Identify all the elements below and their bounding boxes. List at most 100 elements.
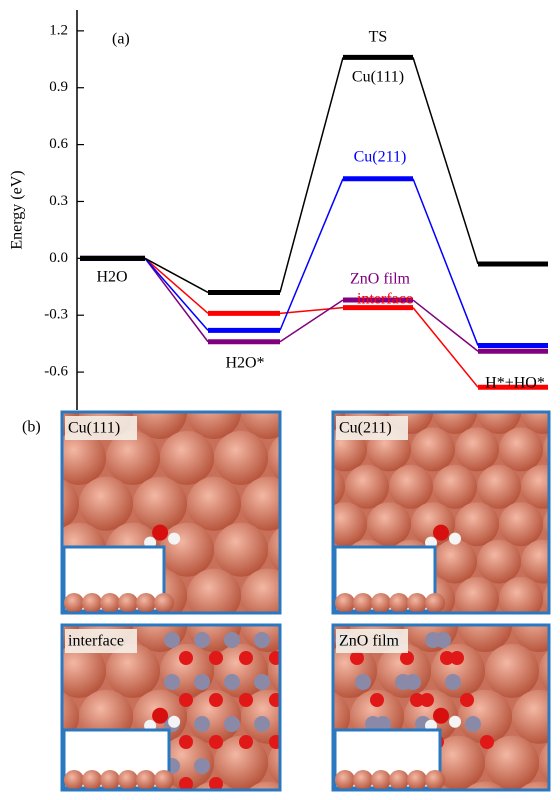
atom [160, 523, 214, 577]
atom [371, 593, 391, 613]
zn-atom [194, 674, 210, 690]
figure: (a) Energy (eV) (b) Cu(111)Cu(211)interf… [0, 0, 560, 795]
panel-title: Cu(211) [339, 420, 392, 437]
atom [187, 477, 241, 531]
zn-atom [425, 632, 441, 648]
atom [477, 540, 521, 584]
atom [485, 644, 539, 698]
y-tick-label: 0.3 [49, 193, 68, 209]
atom [118, 593, 138, 613]
connector [145, 258, 208, 313]
o-atom [239, 693, 253, 707]
atom [118, 770, 138, 790]
zn-atom [194, 632, 210, 648]
connector [413, 57, 478, 264]
y-tick-label: -0.6 [44, 364, 68, 380]
atom [345, 465, 389, 509]
atom [214, 431, 268, 485]
y-tick-label: 0.0 [49, 250, 68, 266]
o-atom [239, 651, 253, 665]
o-atom [239, 735, 253, 749]
h-atom [168, 716, 180, 728]
panel-label: (b) [22, 419, 41, 436]
atom [100, 593, 120, 613]
y-tick-label: 1.2 [49, 22, 68, 38]
atom [371, 770, 391, 790]
atom [154, 770, 174, 790]
zn-atom [164, 632, 180, 648]
atom [268, 431, 322, 485]
connector [145, 258, 208, 292]
zn-atom [465, 716, 481, 732]
atom [389, 465, 433, 509]
state-label: TS [369, 29, 388, 46]
o-atom [209, 693, 223, 707]
zn-atom [224, 716, 240, 732]
o-atom [370, 693, 384, 707]
atom [499, 502, 543, 546]
y-axis-label: Energy (eV) [9, 170, 26, 249]
atom [425, 770, 445, 790]
zn-atom [254, 716, 270, 732]
o-atom [400, 651, 414, 665]
atom [433, 540, 477, 584]
series-label: Cu(211) [354, 149, 407, 166]
atom [407, 593, 427, 613]
zn-atom [194, 758, 210, 774]
y-tick-label: 0.6 [49, 136, 68, 152]
atom [353, 593, 373, 613]
o-atom [209, 651, 223, 665]
atom [64, 593, 84, 613]
y-tick-label: -0.3 [44, 307, 68, 323]
o-atom [350, 651, 364, 665]
panels: Cu(111)Cu(211)interfaceZnO film [25, 385, 560, 795]
atom [367, 502, 411, 546]
atom [323, 502, 367, 546]
atom [82, 770, 102, 790]
zn-atom [355, 674, 371, 690]
atom [214, 644, 268, 698]
zn-atom [445, 674, 461, 690]
panel-title: interface [68, 633, 124, 650]
atom [133, 477, 187, 531]
structure-image [296, 598, 560, 795]
zn-atom [254, 674, 270, 690]
zn-atom [224, 674, 240, 690]
o-atom [433, 525, 449, 541]
o-atom [480, 735, 494, 749]
y-tick-label: 0.9 [49, 79, 68, 95]
zn-atom [395, 674, 411, 690]
atom [268, 523, 322, 577]
state-label: H2O [96, 269, 127, 286]
series-label: Cu(111) [352, 69, 404, 86]
atom [136, 770, 156, 790]
atom [25, 477, 79, 531]
atom [455, 502, 499, 546]
panel-title: Cu(111) [68, 420, 120, 437]
atom [100, 770, 120, 790]
o-atom [433, 708, 449, 724]
h-atom [449, 533, 461, 545]
atom [455, 427, 499, 471]
o-atom [152, 708, 168, 724]
atom [407, 770, 427, 790]
atom [136, 593, 156, 613]
o-atom [460, 693, 474, 707]
atom [433, 465, 477, 509]
atom [499, 427, 543, 471]
zn-atom [194, 716, 210, 732]
o-atom [179, 693, 193, 707]
atom [301, 465, 345, 509]
atom [79, 477, 133, 531]
atom [411, 427, 455, 471]
structure-image [25, 598, 376, 795]
zn-atom [254, 632, 270, 648]
zn-atom [224, 632, 240, 648]
atom [425, 593, 445, 613]
h-atom [449, 716, 461, 728]
atom [335, 770, 355, 790]
atom [64, 770, 84, 790]
atom [82, 593, 102, 613]
series-label: ZnO film [350, 271, 411, 288]
o-atom [152, 525, 168, 541]
